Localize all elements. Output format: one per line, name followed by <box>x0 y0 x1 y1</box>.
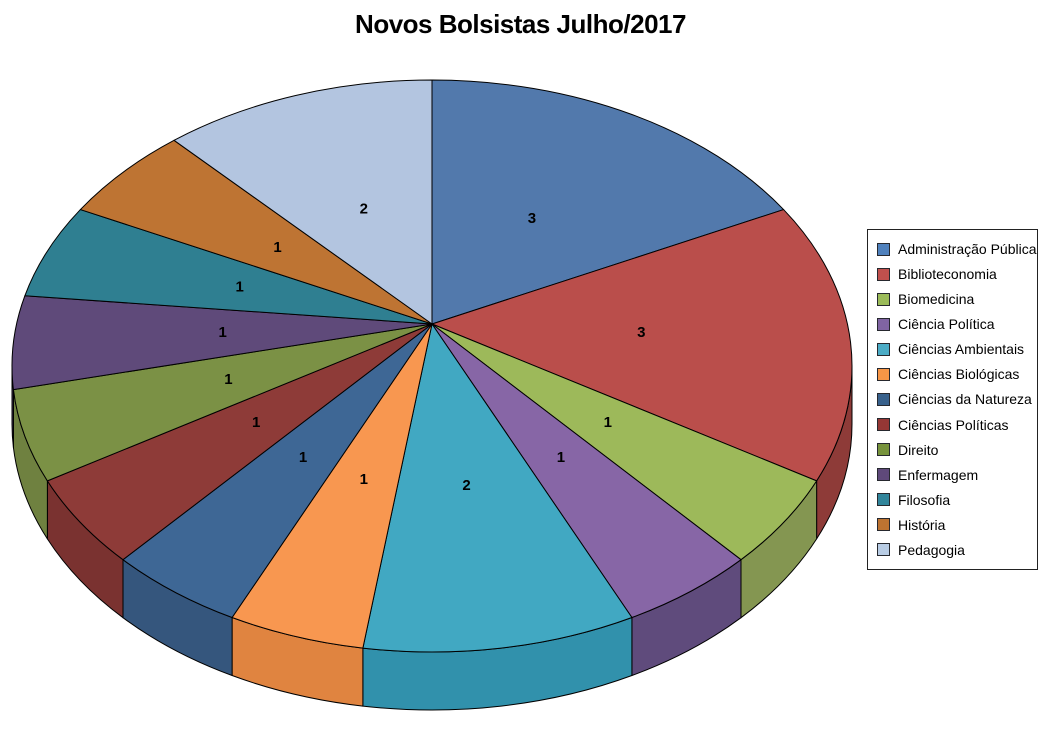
slice-value-label-administracao-publica: 3 <box>528 210 536 227</box>
legend-swatch-icon <box>877 543 890 557</box>
slice-value-label-biblioteconomia: 3 <box>637 324 645 341</box>
pie-slice-ciencia-politica[interactable] <box>431 323 742 619</box>
legend-swatch-icon <box>877 443 890 457</box>
pie-slice-ciencias-ambientais[interactable] <box>362 323 633 653</box>
legend-item-ciencias-da-natureza[interactable]: Ciências da Natureza <box>877 387 1033 411</box>
legend-swatch-icon <box>877 493 890 507</box>
pie-slice-historia[interactable] <box>79 139 433 325</box>
legend-item-ciencias-biologicas[interactable]: Ciências Biológicas <box>877 362 1033 386</box>
legend-label: Direito <box>898 441 939 458</box>
legend-label: Ciências Ambientais <box>898 341 1025 358</box>
pie-slice-pedagogia[interactable] <box>173 79 433 325</box>
legend-label: Administração Pública <box>898 241 1037 257</box>
legend-label: Filosofia <box>898 491 951 508</box>
legend-item-ciencias-ambientais[interactable]: Ciências Ambientais <box>877 337 1033 361</box>
slice-value-label-direito: 1 <box>224 371 232 388</box>
legend-item-enfermagem[interactable]: Enfermagem <box>877 463 1033 487</box>
legend-label: Ciência Política <box>898 316 995 333</box>
pie-slice-biomedicina[interactable] <box>431 323 818 561</box>
pie-slice-enfermagem[interactable] <box>11 295 433 391</box>
legend-label: Pedagogia <box>898 541 965 558</box>
legend-item-historia[interactable]: História <box>877 513 1033 537</box>
legend-swatch-icon <box>877 317 890 331</box>
legend-label: Ciências Políticas <box>898 416 1009 433</box>
legend-swatch-icon <box>877 367 890 381</box>
legend-label: Ciências da Natureza <box>898 391 1032 408</box>
slice-value-label-pedagogia: 2 <box>360 201 368 218</box>
legend-item-ciencias-politicas[interactable]: Ciências Políticas <box>877 413 1033 437</box>
slice-value-label-enfermagem: 1 <box>219 324 227 341</box>
legend-item-administracao-publica[interactable]: Administração Pública <box>877 237 1037 261</box>
pie-labels-group: 3 3 1 1 2 1 1 1 1 1 1 1 2 <box>219 201 646 494</box>
slice-value-label-ciencia-politica: 1 <box>557 449 565 466</box>
slice-value-label-ciencias-politicas: 1 <box>252 414 260 431</box>
pie-slice-direito[interactable] <box>12 323 433 482</box>
pie-slice-biblioteconomia[interactable] <box>431 209 853 482</box>
legend-item-pedagogia[interactable]: Pedagogia <box>877 538 1033 562</box>
slice-value-label-historia: 1 <box>273 239 281 256</box>
pie-slice-filosofia[interactable] <box>24 209 433 325</box>
legend-item-ciencia-politica[interactable]: Ciência Política <box>877 312 1033 336</box>
legend-swatch-icon <box>877 242 890 256</box>
slice-value-label-ciencias-ambientais: 2 <box>462 477 470 494</box>
legend-swatch-icon <box>877 342 890 356</box>
legend-item-direito[interactable]: Direito <box>877 438 1033 462</box>
pie-slice-ciencias-biologicas[interactable] <box>231 323 433 649</box>
legend-label: Ciências Biológicas <box>898 366 1020 383</box>
pie-slice-ciencias-da-natureza[interactable] <box>122 323 433 619</box>
pie-slice-ciencias-politicas[interactable] <box>46 323 433 561</box>
legend-label: Biblioteconomia <box>898 266 997 283</box>
slice-value-label-filosofia: 1 <box>236 279 244 296</box>
legend-swatch-icon <box>877 267 890 281</box>
legend-item-biomedicina[interactable]: Biomedicina <box>877 287 1033 311</box>
legend-label: História <box>898 516 946 533</box>
chart-title: Novos Bolsistas Julho/2017 <box>355 9 686 39</box>
legend-item-biblioteconomia[interactable]: Biblioteconomia <box>877 262 1033 286</box>
pie-slice-administracao-publica[interactable] <box>431 79 785 325</box>
legend-swatch-icon <box>877 292 890 306</box>
slice-value-label-biomedicina: 1 <box>604 414 612 431</box>
legend-swatch-icon <box>877 468 890 482</box>
legend-item-filosofia[interactable]: Filosofia <box>877 488 1033 512</box>
legend-swatch-icon <box>877 392 890 406</box>
legend-swatch-icon <box>877 418 890 432</box>
legend-label: Enfermagem <box>898 466 979 483</box>
legend-swatch-icon <box>877 518 890 532</box>
slice-value-label-ciencias-biologicas: 1 <box>360 471 368 488</box>
slice-value-label-ciencias-da-natureza: 1 <box>299 449 307 466</box>
pie-tops-group <box>11 79 853 653</box>
legend-label: Biomedicina <box>898 291 975 308</box>
chart-legend: Administração Pública Biblioteconomia Biom… <box>867 229 1038 570</box>
